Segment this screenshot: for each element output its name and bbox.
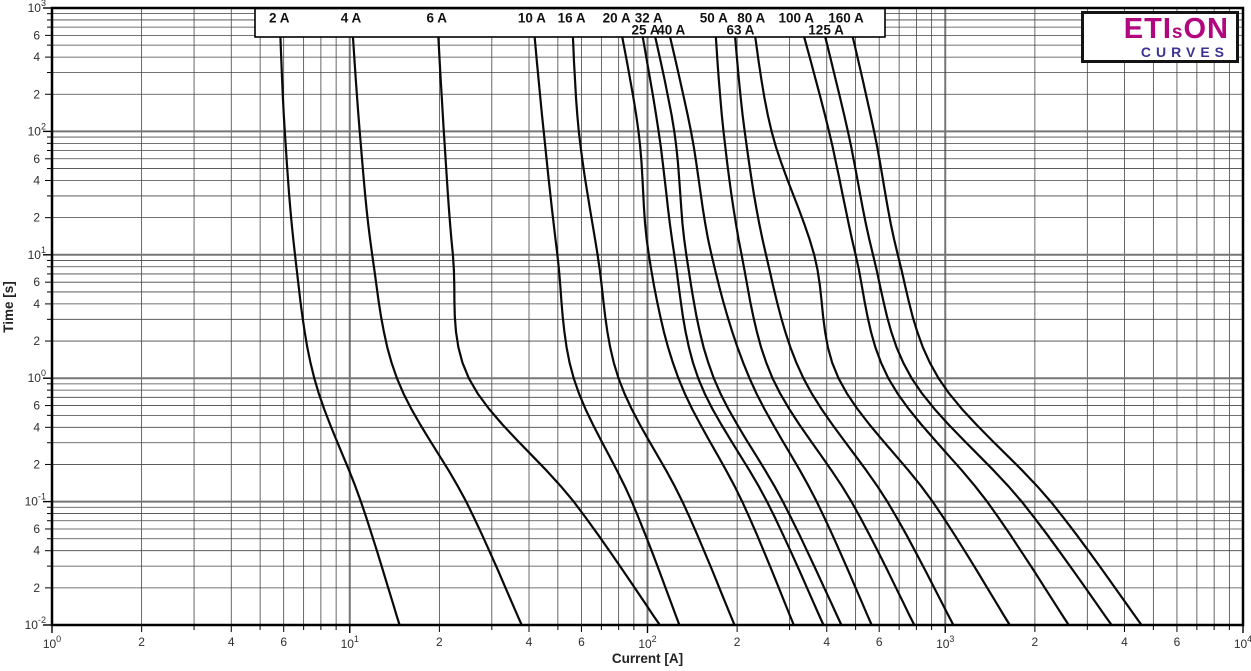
curve-25A: [636, 6, 825, 627]
curve-63A: [731, 6, 955, 627]
curve-100A: [795, 6, 1070, 627]
x-tick-label: 4: [1121, 635, 1128, 649]
rating-label-100A: 100 A: [779, 11, 815, 26]
curve-2A: [278, 6, 401, 627]
axis-ticks: [43, 7, 1244, 633]
etison-logo: ETIsON CURVES: [1081, 11, 1239, 63]
y-tick-label: 2: [33, 334, 40, 348]
etison-logo-brand-prefix: ETI: [1123, 12, 1172, 45]
rating-label-32A: 32 A: [635, 11, 663, 26]
x-tick-label: 102: [638, 634, 656, 651]
y-tick-label: 4: [33, 50, 40, 64]
x-tick-label: 4: [228, 635, 235, 649]
x-tick-label: 6: [876, 635, 883, 649]
y-tick-label: 2: [33, 457, 40, 471]
y-tick-label: 2: [33, 87, 40, 101]
y-tick-label: 4: [33, 297, 40, 311]
curve-125A: [817, 6, 1113, 627]
rating-label-16A: 16 A: [558, 11, 586, 26]
etison-logo-brand: ETIsON: [1123, 12, 1229, 46]
curve-16A: [570, 6, 736, 627]
curve-80A: [750, 6, 1011, 627]
x-tick-label: 103: [936, 634, 954, 651]
y-tick-label: 2: [33, 211, 40, 225]
rating-label-10A: 10 A: [518, 11, 546, 26]
x-tick-label: 6: [578, 635, 585, 649]
rating-label-50A: 50 A: [700, 11, 728, 26]
rating-label-6A: 6 A: [427, 11, 448, 26]
x-tick-label: 2: [436, 635, 443, 649]
y-tick-label: 100: [28, 368, 46, 385]
y-tick-label: 4: [33, 420, 40, 434]
y-tick-label: 102: [28, 121, 46, 138]
x-tick-label: 6: [1174, 635, 1181, 649]
x-tick-label: 4: [526, 635, 533, 649]
y-tick-label: 6: [33, 28, 40, 42]
grid: [51, 7, 1244, 626]
y-tick-label: 6: [33, 152, 40, 166]
curve-32A: [647, 6, 843, 627]
curve-40A: [662, 6, 873, 627]
rating-label-4A: 4 A: [341, 11, 362, 26]
rating-label-box: [254, 7, 886, 38]
y-tick-label: 2: [33, 581, 40, 595]
rating-label-2A: 2 A: [269, 11, 290, 26]
curve-160A: [844, 6, 1143, 627]
rating-label-40A: 40 A: [657, 23, 685, 38]
y-tick-label: 4: [33, 544, 40, 558]
y-tick-label: 6: [33, 522, 40, 536]
y-tick-label: 10-1: [25, 492, 46, 509]
x-axis-tick-labels: 100 2 4 6 101 2 4 6 102 2 4 6 103 2 4 6 104: [43, 634, 1251, 651]
y-tick-label: 103: [28, 0, 46, 15]
rating-label-160A: 160 A: [828, 11, 864, 26]
fuse-curves: [278, 6, 1143, 627]
y-tick-label: 6: [33, 275, 40, 289]
rating-label-63A: 63 A: [727, 23, 755, 38]
curve-50A: [712, 6, 916, 627]
plot-frame: [50, 6, 1245, 627]
y-axis-tick-labels: 103 2 4 6 102 2 4 6 101 2 4 6 100 2 4 6 10-1 2 4 6 10-2: [25, 0, 46, 632]
x-axis-title: Current [A]: [612, 651, 683, 666]
x-tick-label: 101: [341, 634, 359, 651]
rating-label-80A: 80 A: [737, 11, 765, 26]
etison-logo-tagline: CURVES: [1140, 43, 1229, 60]
y-tick-label: 101: [28, 245, 46, 262]
x-tick-label: 104: [1234, 634, 1251, 651]
y-tick-label: 6: [33, 399, 40, 413]
x-tick-label: 2: [734, 635, 741, 649]
curve-6A: [435, 6, 661, 627]
y-tick-label: 4: [33, 174, 40, 188]
rating-label-25A: 25 A: [632, 23, 660, 38]
x-tick-label: 6: [280, 635, 287, 649]
curve-10A: [530, 6, 681, 627]
etison-logo-brand-s: s: [1171, 21, 1184, 43]
rating-label-125A: 125 A: [808, 23, 844, 38]
y-axis-title: Time [s]: [1, 281, 16, 333]
etison-logo-brand-suffix: ON: [1183, 12, 1229, 45]
x-tick-label: 100: [43, 634, 61, 651]
rating-label-band: 2 A 4 A 6 A 10 A 16 A 20 A25 A32 A40 A 50 A63 …: [254, 7, 886, 38]
x-tick-label: 2: [1032, 635, 1039, 649]
y-tick-label: 10-2: [25, 615, 46, 632]
rating-label-20A: 20 A: [603, 11, 631, 26]
x-tick-label: 2: [138, 635, 145, 649]
curve-4A: [349, 6, 523, 627]
x-tick-label: 4: [823, 635, 830, 649]
curve-20A: [615, 6, 795, 627]
